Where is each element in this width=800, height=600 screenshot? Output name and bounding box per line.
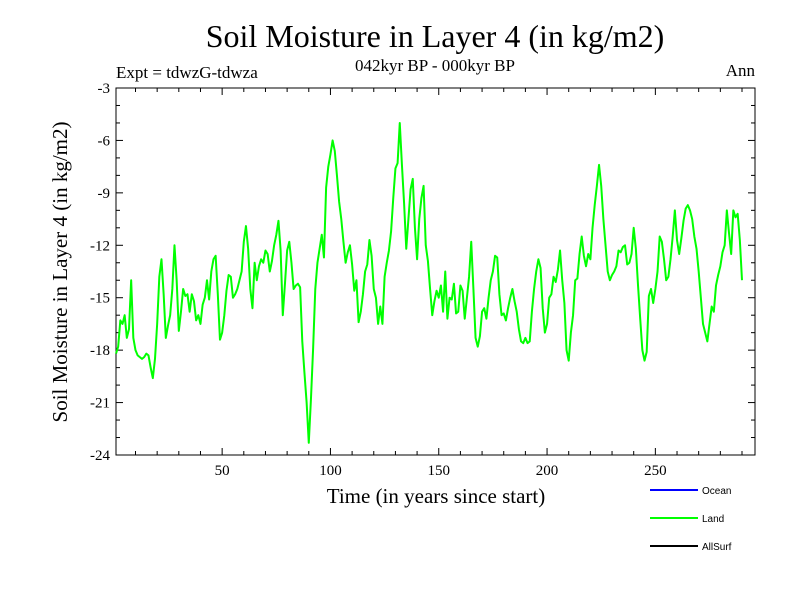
y-tick-label: -21 — [90, 396, 110, 412]
experiment-label: Expt = tdwzG-tdwza — [116, 63, 258, 82]
x-tick-label: 100 — [319, 463, 342, 479]
x-axis-label: Time (in years since start) — [327, 484, 546, 508]
legend-label-land: Land — [702, 514, 724, 525]
legend: Ocean Land AllSurf — [650, 486, 732, 553]
series-line-land — [115, 121, 743, 444]
y-tick-label: -6 — [98, 133, 111, 149]
plot-border — [115, 87, 756, 456]
x-tick-label: 250 — [644, 463, 667, 479]
chart-title: Soil Moisture in Layer 4 (in kg/m2) — [206, 18, 665, 54]
plot-area — [115, 87, 756, 456]
x-tick-label: 150 — [427, 463, 450, 479]
y-tick-label: -9 — [98, 186, 111, 202]
season-label: Ann — [726, 61, 756, 80]
y-tick-label: -3 — [98, 81, 111, 97]
y-tick-label: -18 — [90, 343, 110, 359]
y-axis: -24 -21 -18 -15 -12 -9 -6 -3 — [90, 81, 755, 464]
chart-subtitle: 042kyr BP - 000kyr BP — [355, 56, 515, 75]
x-tick-label: 50 — [215, 463, 230, 479]
y-axis-label: Soil Moisture in Layer 4 (in kg/m2) — [48, 122, 72, 423]
y-tick-label: -15 — [90, 291, 110, 307]
legend-label-ocean: Ocean — [702, 486, 731, 497]
y-tick-label: -12 — [90, 238, 110, 254]
x-axis: 50 100 150 200 250 — [134, 88, 743, 479]
series-layer — [115, 121, 743, 444]
legend-label-allsurf: AllSurf — [702, 542, 732, 553]
x-tick-label: 200 — [536, 463, 559, 479]
y-tick-label: -24 — [90, 448, 110, 464]
